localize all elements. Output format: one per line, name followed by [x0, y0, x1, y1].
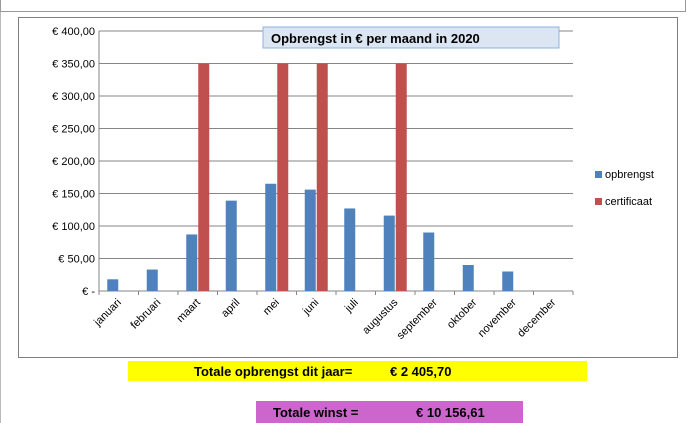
certificaat-bar — [198, 63, 210, 291]
x-tick-label: januari — [91, 297, 124, 330]
y-tick-label: € 50,00 — [58, 254, 95, 266]
x-tick-label: december — [515, 296, 558, 339]
chart-svg: € - € 50,00 € 100,00 € 150,00 € 200,00 € 250,… — [52, 26, 654, 342]
y-tick-label: € 350,00 — [52, 59, 95, 71]
y-tick-label: € 100,00 — [52, 221, 95, 233]
total-profit-cell[interactable]: Totale winst = € 10 156,61 — [256, 401, 523, 423]
certificaat-bar — [316, 63, 328, 291]
total-revenue-label: Totale opbrengst dit jaar= — [194, 364, 353, 379]
x-tick-label: april — [219, 297, 242, 320]
y-tick-label: € 250,00 — [52, 124, 95, 136]
x-tick-label: november — [476, 296, 519, 339]
x-tick-label: juni — [300, 297, 321, 318]
opbrengst-bar — [225, 200, 237, 291]
x-tick-label: februari — [129, 297, 164, 332]
total-profit-value: € 10 156,61 — [416, 405, 485, 420]
opbrengst-bar — [502, 271, 514, 291]
total-revenue-value: € 2 405,70 — [390, 364, 452, 379]
x-tick-label: oktober — [445, 296, 480, 331]
opbrengst-bar — [462, 265, 474, 291]
y-tick-label: € - — [82, 286, 95, 298]
top-cell-box — [0, 0, 686, 12]
opbrengst-bar — [107, 279, 119, 291]
certificaat-bar — [395, 63, 407, 291]
y-tick-label: € 200,00 — [52, 156, 95, 168]
y-tick-label: € 300,00 — [52, 91, 95, 103]
y-tick-label: € 150,00 — [52, 189, 95, 201]
x-tick-label: mei — [261, 297, 282, 318]
legend-label: certificaat — [605, 196, 652, 208]
chart-title-box — [262, 26, 560, 49]
legend-swatch — [595, 198, 602, 205]
chart-title: Opbrengst in € per maand in 2020 — [271, 31, 480, 46]
opbrengst-bar — [423, 232, 435, 291]
opbrengst-bar — [265, 183, 277, 291]
total-revenue-cell[interactable]: Totale opbrengst dit jaar= € 2 405,70 — [128, 361, 587, 381]
opbrengst-bar — [146, 269, 158, 291]
opbrengst-bar — [186, 234, 198, 291]
chart-area[interactable]: € - € 50,00 € 100,00 € 150,00 € 200,00 € 250,… — [18, 17, 678, 358]
legend-swatch — [595, 171, 602, 178]
opbrengst-bar — [344, 208, 356, 291]
x-tick-label: september — [395, 296, 440, 341]
x-tick-label: augustus — [360, 296, 400, 336]
total-profit-label: Totale winst = — [273, 405, 359, 420]
x-tick-label: maart — [174, 297, 202, 325]
sheet-left-border — [0, 0, 1, 423]
opbrengst-bar — [304, 189, 316, 291]
y-tick-label: € 400,00 — [52, 26, 95, 38]
legend-label: opbrengst — [605, 169, 654, 181]
certificaat-bar — [277, 63, 289, 291]
opbrengst-bar — [383, 215, 395, 291]
x-tick-label: juli — [342, 297, 361, 316]
